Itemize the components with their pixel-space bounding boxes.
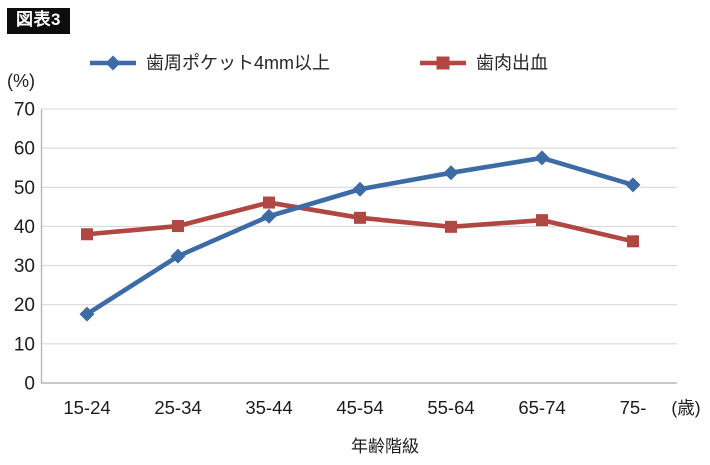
diamond-data-marker <box>170 248 186 264</box>
legend-label-perio-pocket: 歯周ポケット4mm以上 <box>146 53 330 73</box>
diamond-data-marker <box>79 306 95 322</box>
legend-label-gingival-bleeding: 歯肉出血 <box>476 53 548 73</box>
square-marker-icon <box>420 56 466 70</box>
diamond-data-marker <box>534 150 550 166</box>
diamond-data-marker <box>625 177 641 193</box>
figure-number-badge: 図表3 <box>7 8 70 34</box>
square-data-marker <box>445 220 457 233</box>
diamond-data-marker <box>443 165 459 181</box>
diamond-data-marker <box>352 181 368 197</box>
y-tick-label: 0 <box>24 374 35 395</box>
y-tick-label: 50 <box>14 178 35 199</box>
y-tick-label: 60 <box>14 139 35 160</box>
y-tick-label: 20 <box>14 295 35 316</box>
square-data-marker <box>81 228 93 241</box>
x-tick-label: 45-54 <box>336 397 383 418</box>
x-tick-label: 25-34 <box>154 397 201 418</box>
x-tick-label: 65-74 <box>518 397 565 418</box>
y-tick-label: 10 <box>14 334 35 355</box>
square-data-marker <box>263 196 275 209</box>
x-tick-label: 55-64 <box>427 397 474 418</box>
legend-item-perio-pocket: 歯周ポケット4mm以上 <box>90 52 330 74</box>
y-tick-label: 70 <box>14 100 35 121</box>
square-data-marker <box>172 220 184 233</box>
square-data-marker <box>354 211 366 224</box>
square-data-marker <box>627 235 639 248</box>
y-tick-label: 40 <box>14 217 35 238</box>
x-axis-title: 年齢階級 <box>351 437 419 456</box>
diamond-marker-icon <box>90 55 136 71</box>
series-line-0 <box>84 155 636 317</box>
y-tick-label: 30 <box>14 256 35 277</box>
x-axis-unit-label: (歳) <box>671 398 700 418</box>
x-tick-label: 35-44 <box>245 397 292 418</box>
legend-item-gingival-bleeding: 歯肉出血 <box>420 52 548 74</box>
diamond-data-marker <box>261 208 277 224</box>
x-tick-label: 15-24 <box>63 397 110 418</box>
x-tick-label: 75- <box>620 397 647 418</box>
y-axis-unit-label: (%) <box>7 71 35 91</box>
square-data-marker <box>536 214 548 227</box>
